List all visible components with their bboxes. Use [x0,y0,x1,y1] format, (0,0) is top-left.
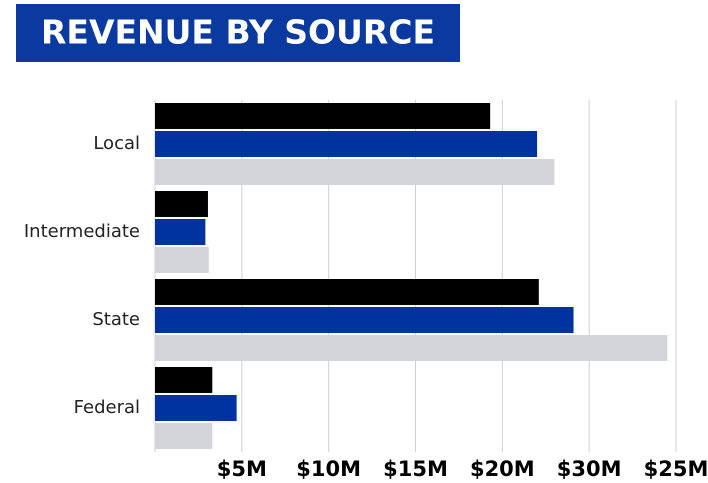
bar [155,367,213,393]
bar [155,335,668,361]
x-tick-label: $10M [296,457,361,481]
title-box [16,4,460,62]
bar [155,103,491,129]
y-tick-label: Local [93,133,140,154]
x-tick-label: $25M [644,457,708,481]
y-tick-label: Federal [74,397,140,418]
bar [155,159,555,185]
x-tick-label: $30M [557,457,622,481]
bar [155,279,539,305]
bar [155,307,574,333]
bar [155,423,213,449]
chart-title: REVENUE BY SOURCE [41,13,435,52]
bar [155,395,237,421]
x-tick-label: $20M [470,457,535,481]
bar [155,191,208,217]
bar [155,131,538,157]
x-tick-label: $5M [217,457,267,481]
bar [155,219,206,245]
x-tick-label: $15M [383,457,448,481]
y-tick-label: Intermediate [24,221,140,242]
bar [155,247,209,273]
y-tick-label: State [92,309,140,330]
